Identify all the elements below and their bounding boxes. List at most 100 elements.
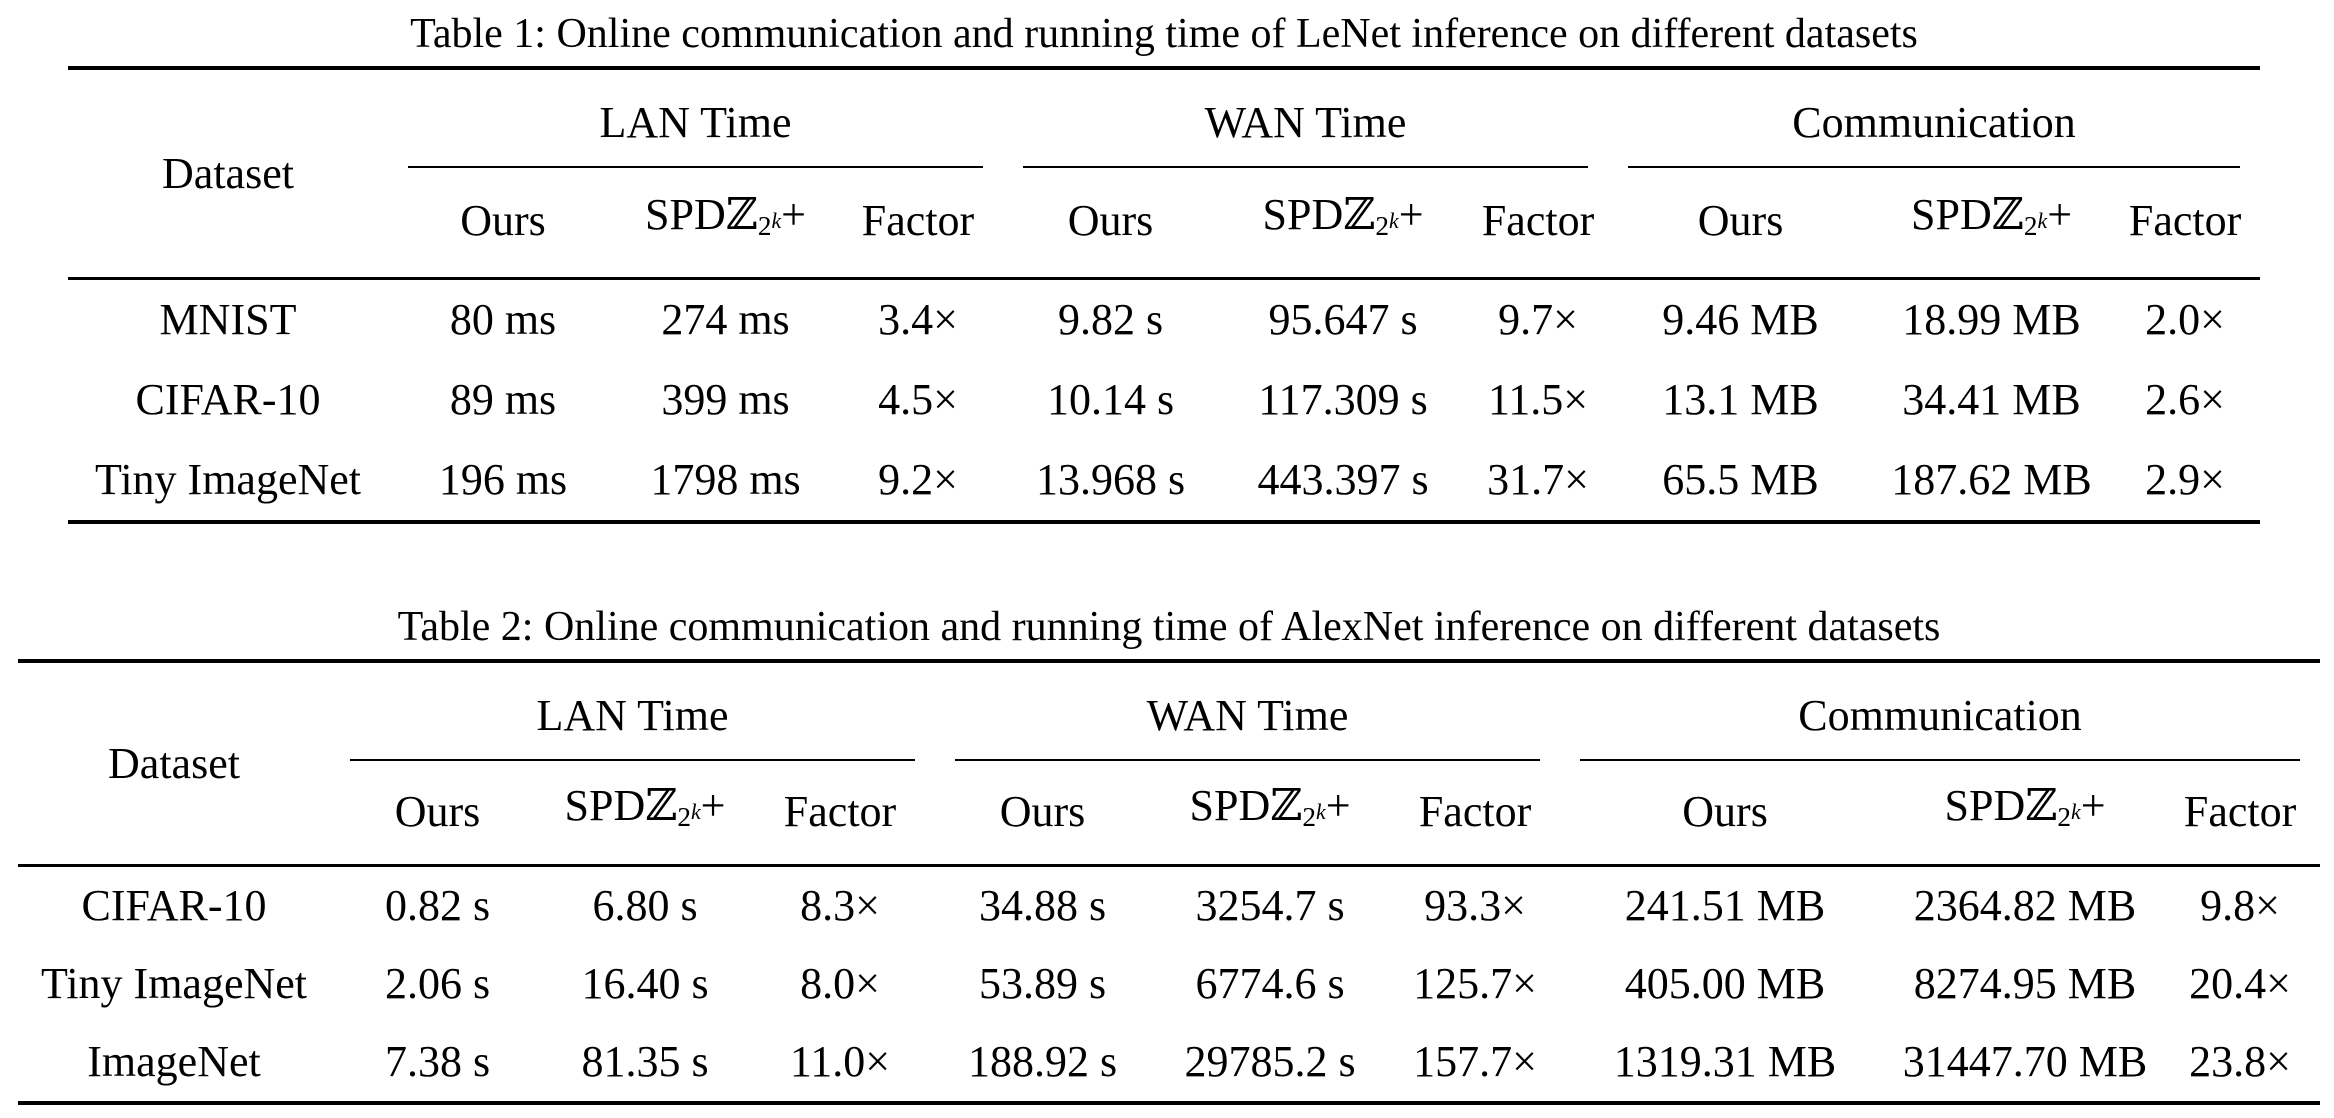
value-cell: 9.46 MB: [1662, 295, 1819, 344]
column-header-lan-factor: Factor: [833, 168, 1004, 280]
value-cell: 65.5 MB: [1662, 455, 1819, 504]
subheader-row: Ours SPDℤ2k+ Factor Ours SPDℤ2k+ Factor …: [18, 761, 2321, 867]
value-cell: 241.51 MB: [1624, 881, 1826, 930]
value-cell: 95.647 s: [1268, 295, 1418, 344]
value-cell: 2.06 s: [384, 959, 491, 1008]
column-header-wan-ours: Ours: [1003, 168, 1219, 280]
table-2-block: Table 2: Online communication and runnin…: [18, 601, 2321, 1105]
column-header-comm-ours: Ours: [1608, 168, 1874, 280]
table-row: ImageNet 7.38 s 81.35 s 11.0× 188.92 s 29785.…: [18, 1023, 2320, 1103]
group-label-lan-time: LAN Time: [408, 70, 984, 168]
value-cell: 274 ms: [661, 295, 790, 344]
value-cell: 2.0×: [2145, 295, 2225, 344]
value-cell: 196 ms: [438, 455, 568, 504]
value-cell: 1319.31 MB: [1613, 1037, 1837, 1086]
value-cell: 89 ms: [449, 375, 557, 424]
table-1-block: Table 1: Online communication and runnin…: [68, 8, 2261, 524]
group-label-wan-time: WAN Time: [955, 663, 1541, 761]
group-header-communication: Communication: [1608, 68, 2260, 168]
value-cell: 9.7×: [1498, 295, 1578, 344]
group-header-lan-time: LAN Time: [388, 68, 1003, 168]
value-cell: 2.6×: [2145, 375, 2225, 424]
column-header-lan-ours: Ours: [330, 761, 545, 867]
subheader-row: Ours SPDℤ2k+ Factor Ours SPDℤ2k+ Factor …: [68, 168, 2261, 280]
value-cell: 34.88 s: [978, 881, 1107, 930]
value-cell: 405.00 MB: [1624, 959, 1826, 1008]
column-header-lan-factor: Factor: [745, 761, 936, 867]
group-header-wan-time: WAN Time: [1003, 68, 1608, 168]
column-header-comm-ours: Ours: [1560, 761, 1891, 867]
column-header-dataset: Dataset: [68, 68, 388, 280]
value-cell: 8.0×: [800, 959, 880, 1008]
value-cell: 11.5×: [1487, 375, 1589, 424]
group-header-wan-time: WAN Time: [935, 661, 1560, 761]
column-header-comm-spdz: SPDℤ2k+: [1873, 168, 2111, 280]
value-cell: 125.7×: [1413, 959, 1537, 1008]
dataset-cell: Tiny ImageNet: [94, 455, 362, 504]
group-label-wan-time: WAN Time: [1023, 70, 1589, 168]
column-header-comm-factor: Factor: [2110, 168, 2261, 280]
value-cell: 29785.2 s: [1184, 1037, 1356, 1086]
value-cell: 81.35 s: [581, 1037, 709, 1086]
value-cell: 8.3×: [800, 881, 880, 930]
value-cell: 188.92 s: [967, 1037, 1118, 1086]
table-2: Dataset LAN Time WAN Time Communication …: [18, 659, 2321, 1105]
value-cell: 93.3×: [1424, 881, 1526, 930]
value-cell: 2364.82 MB: [1913, 881, 2137, 930]
dataset-cell: Tiny ImageNet: [40, 959, 308, 1008]
group-label-communication: Communication: [1628, 70, 2241, 168]
table-2-caption: Table 2: Online communication and runnin…: [397, 604, 1941, 650]
dataset-cell: MNIST: [159, 295, 297, 344]
group-label-communication: Communication: [1580, 663, 2301, 761]
column-header-wan-factor: Factor: [1390, 761, 1561, 867]
column-header-wan-spdz: SPDℤ2k+: [1150, 761, 1391, 867]
value-cell: 117.309 s: [1258, 375, 1428, 424]
value-cell: 20.4×: [2189, 959, 2291, 1008]
value-cell: 6774.6 s: [1195, 959, 1345, 1008]
value-cell: 18.99 MB: [1902, 295, 2081, 344]
table-1-body: MNIST 80 ms 274 ms 3.4× 9.82 s 95.647 s 9.7× 9.…: [68, 279, 2260, 523]
dataset-cell: CIFAR-10: [135, 375, 321, 424]
table-row: CIFAR-10 89 ms 399 ms 4.5× 10.14 s 117.309 s 1…: [68, 360, 2260, 440]
dataset-cell: CIFAR-10: [81, 881, 267, 930]
value-cell: 31447.70 MB: [1902, 1037, 2148, 1086]
column-header-lan-ours: Ours: [388, 168, 618, 280]
value-cell: 34.41 MB: [1902, 375, 2081, 424]
value-cell: 3.4×: [878, 295, 958, 344]
value-cell: 11.0×: [789, 1037, 891, 1086]
table-1-caption: Table 1: Online communication and runnin…: [410, 11, 1918, 57]
group-header-row: Dataset LAN Time WAN Time Communication: [68, 68, 2260, 280]
column-header-wan-spdz: SPDℤ2k+: [1218, 168, 1469, 280]
table-row: CIFAR-10 0.82 s 6.80 s 8.3× 34.88 s 3254.7 s 9…: [18, 866, 2320, 946]
value-cell: 1798 ms: [650, 455, 801, 504]
column-header-dataset: Dataset: [18, 661, 330, 867]
value-cell: 2.9×: [2145, 455, 2225, 504]
column-header-comm-factor: Factor: [2160, 761, 2321, 867]
value-cell: 157.7×: [1413, 1037, 1537, 1086]
table-row: Tiny ImageNet 196 ms 1798 ms 9.2× 13.968 s 44…: [68, 440, 2260, 522]
value-cell: 9.8×: [2200, 881, 2280, 930]
table-2-body: CIFAR-10 0.82 s 6.80 s 8.3× 34.88 s 3254.7 s 9…: [18, 866, 2320, 1104]
table-row: Tiny ImageNet 2.06 s 16.40 s 8.0× 53.89 s 677…: [18, 945, 2320, 1023]
value-cell: 443.397 s: [1257, 455, 1429, 504]
column-header-lan-spdz: SPDℤ2k+: [618, 168, 833, 280]
value-cell: 7.38 s: [384, 1037, 491, 1086]
value-cell: 3254.7 s: [1195, 881, 1345, 930]
value-cell: 4.5×: [878, 375, 958, 424]
value-cell: 399 ms: [661, 375, 790, 424]
value-cell: 9.82 s: [1057, 295, 1164, 344]
value-cell: 8274.95 MB: [1913, 959, 2137, 1008]
group-header-row: Dataset LAN Time WAN Time Communication: [18, 661, 2320, 867]
column-header-wan-factor: Factor: [1468, 168, 1609, 280]
column-header-lan-spdz: SPDℤ2k+: [545, 761, 745, 867]
value-cell: 80 ms: [449, 295, 557, 344]
value-cell: 0.82 s: [384, 881, 491, 930]
value-cell: 13.1 MB: [1662, 375, 1819, 424]
value-cell: 6.80 s: [592, 881, 698, 930]
value-cell: 31.7×: [1487, 455, 1589, 504]
group-label-lan-time: LAN Time: [350, 663, 916, 761]
table-1: Dataset LAN Time WAN Time Communication …: [68, 66, 2261, 524]
value-cell: 187.62 MB: [1891, 455, 2092, 504]
column-header-comm-spdz: SPDℤ2k+: [1890, 761, 2161, 867]
